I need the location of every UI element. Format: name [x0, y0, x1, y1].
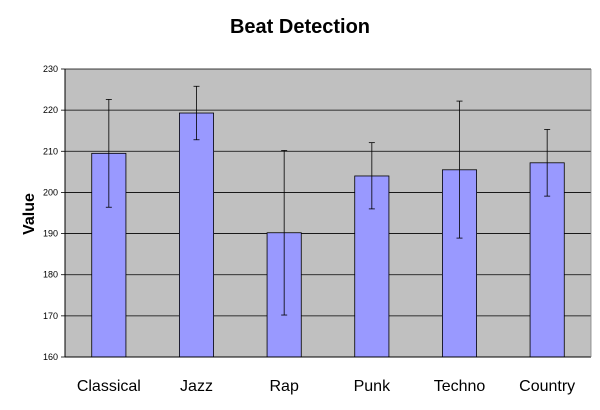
y-tick-labels: 160 170 180 190 200 210 220 230 [43, 64, 58, 362]
bar-jazz [179, 112, 214, 358]
y-tick-label: 220 [43, 105, 58, 115]
x-category-label: Techno [434, 378, 486, 395]
x-category-label: Jazz [180, 378, 213, 395]
gridlines [65, 68, 591, 317]
y-tick-label: 180 [43, 270, 58, 280]
y-tick-label: 160 [43, 352, 58, 362]
error-bar-punk [368, 142, 375, 210]
y-tick-label: 170 [43, 311, 58, 321]
axes [61, 68, 592, 358]
chart-title: Beat Detection [229, 16, 371, 38]
y-tick-label: 190 [43, 229, 58, 239]
x-category-label: Rap [269, 378, 298, 395]
y-tick-label: 230 [43, 64, 58, 74]
error-bar-techno [456, 100, 463, 239]
error-bar-country [544, 129, 551, 197]
x-category-labels: Classical Jazz Rap Punk Techno Country [77, 378, 575, 395]
x-category-label: Classical [77, 378, 141, 395]
plot-area [65, 69, 591, 357]
x-category-label: Punk [354, 378, 391, 395]
error-bar-jazz [193, 85, 200, 141]
y-tick-label: 210 [43, 146, 58, 156]
y-tick-label: 200 [43, 187, 58, 197]
error-bar-classical [105, 99, 112, 208]
error-bar-rap [281, 150, 288, 316]
error-bars [105, 85, 551, 316]
x-category-label: Country [519, 378, 575, 395]
